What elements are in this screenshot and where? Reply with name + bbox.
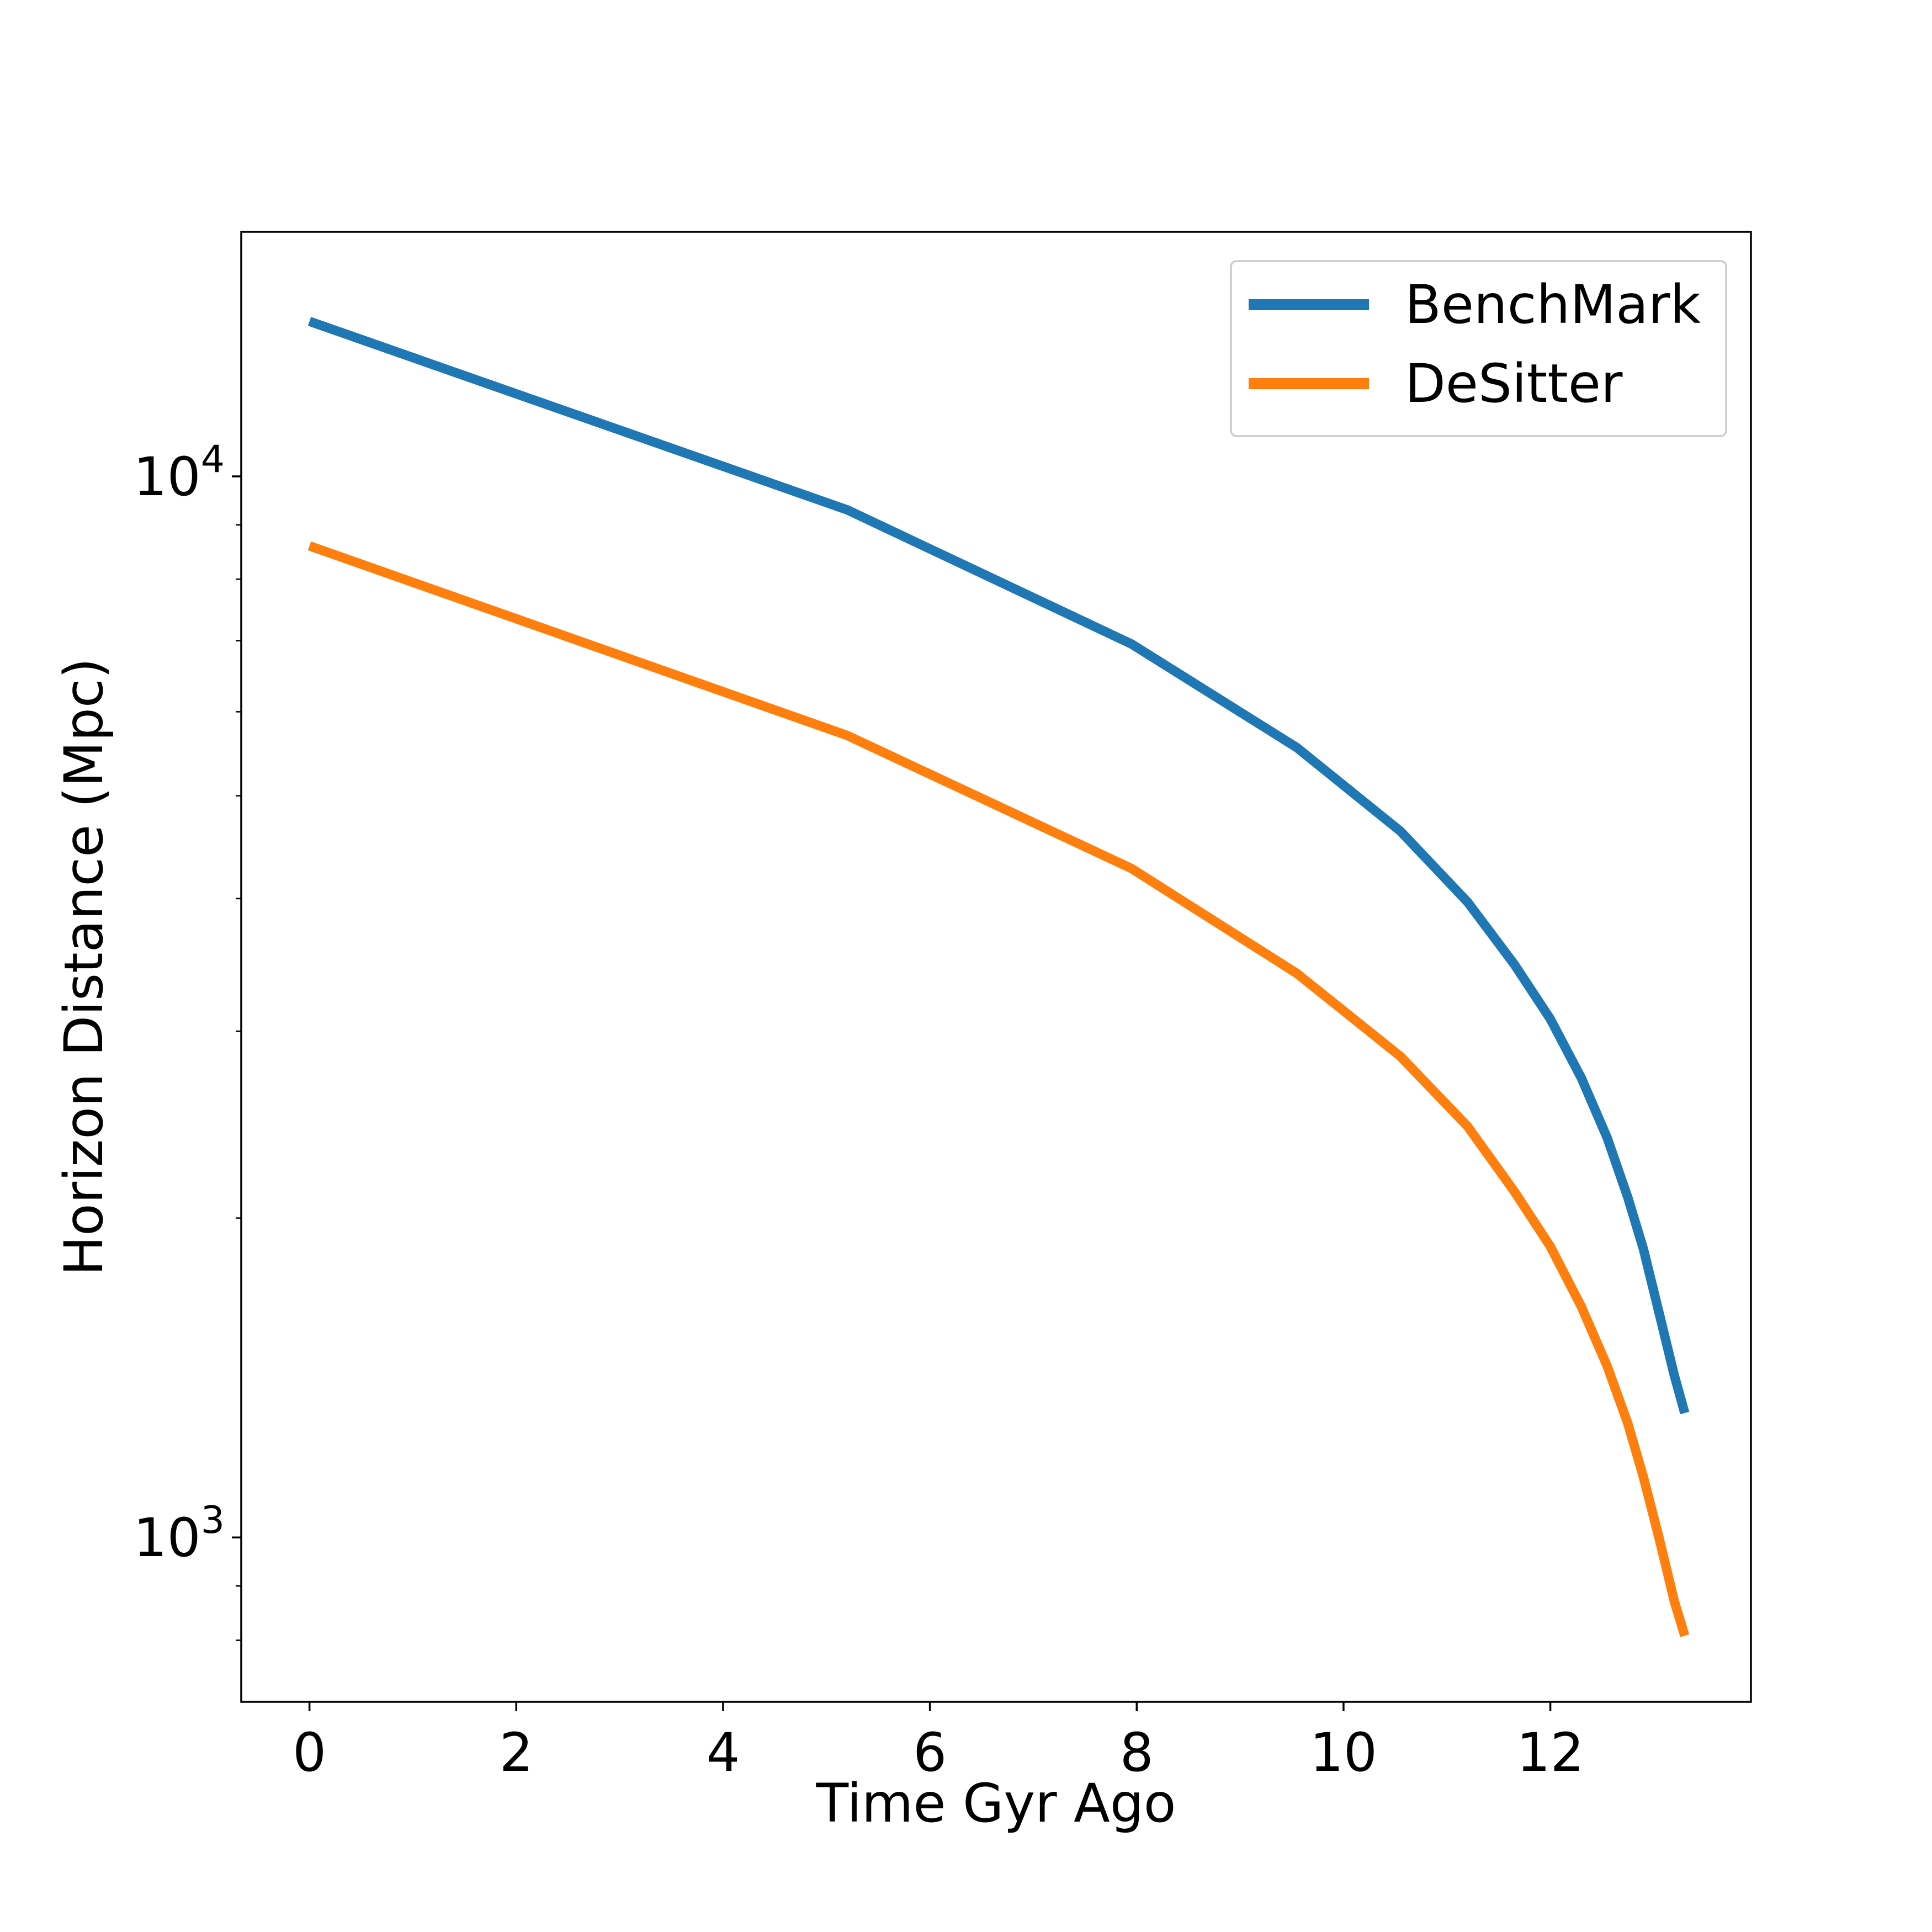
- series-line-desitter: [307, 541, 1690, 1637]
- x-axis-ticks: 0 2 4 6 8 10 12: [293, 1702, 1584, 1784]
- series-line-benchmark: [307, 317, 1690, 1415]
- y-tick-label-base: 10: [134, 1507, 201, 1569]
- x-axis-label: Time Gyr Ago: [816, 1772, 1176, 1834]
- y-tick-label-exponent: 3: [201, 1499, 225, 1542]
- y-axis-label: Horizon Distance (Mpc): [53, 658, 115, 1276]
- y-tick-label: 103: [134, 1499, 225, 1569]
- x-tick-label: 2: [500, 1722, 533, 1784]
- x-tick-label: 0: [293, 1722, 326, 1784]
- legend-label-benchmark: BenchMark: [1405, 274, 1701, 336]
- x-tick-label: 6: [913, 1722, 947, 1784]
- x-tick-label: 10: [1310, 1722, 1377, 1784]
- x-tick-label: 12: [1517, 1722, 1584, 1784]
- y-tick-label-base: 10: [134, 446, 201, 508]
- x-tick-label: 8: [1120, 1722, 1154, 1784]
- x-tick-label: 4: [706, 1722, 740, 1784]
- y-tick-label: 104: [134, 438, 225, 508]
- legend: BenchMark DeSitter: [1230, 260, 1727, 437]
- plot-frame: [240, 231, 1752, 1703]
- y-tick-label-exponent: 4: [201, 438, 225, 481]
- legend-label-desitter: DeSitter: [1405, 353, 1623, 415]
- series-lines: [307, 317, 1690, 1637]
